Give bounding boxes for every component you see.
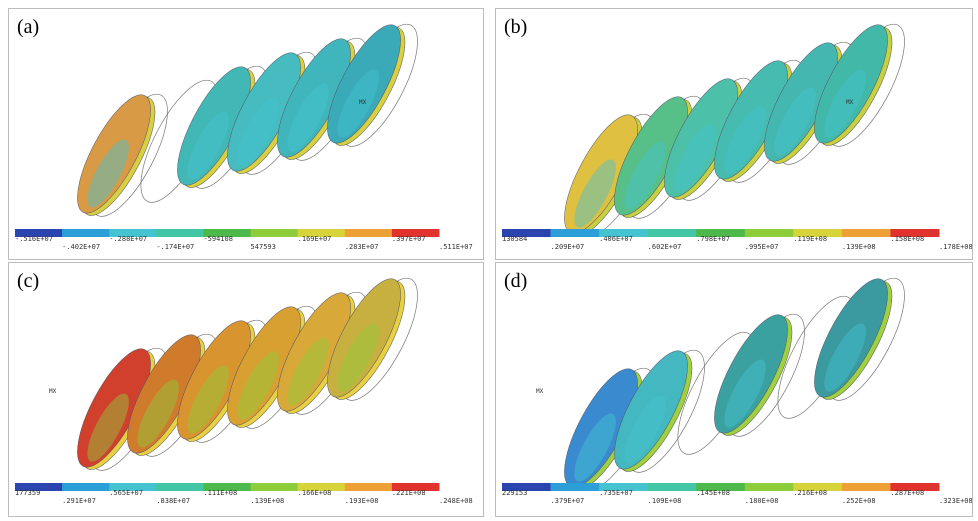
- panel: (c) MX 177359 .291E+07 .565E+07 .838E+07 .111E…: [8, 262, 484, 517]
- legend-label: .995E+07: [745, 243, 779, 251]
- legend-swatch: [251, 483, 299, 491]
- legend-label: 229153: [502, 489, 527, 497]
- legend-swatch: [62, 483, 110, 491]
- legend-label: .248E+08: [439, 497, 473, 505]
- legend-label: .379E+07: [551, 497, 585, 505]
- legend-label: .109E+08: [648, 497, 682, 505]
- legend-label: -.174E+07: [156, 243, 194, 251]
- panel-canvas: (d) MX 229153 .379E+07 .735E+07 .109E+08 .145E…: [496, 263, 972, 516]
- figure: (a) MX -.516E+07 -.402E+07 -.288E+07 -.174E+0…: [0, 0, 978, 521]
- legend-label: -594108: [203, 235, 233, 243]
- legend-label: .193E+08: [345, 497, 379, 505]
- legend-label: .145E+08: [696, 489, 730, 497]
- legend-label: .216E+08: [793, 489, 827, 497]
- max-marker: MX: [359, 99, 367, 106]
- disk: [701, 298, 820, 450]
- legend-swatch: [551, 229, 600, 237]
- legend-swatch: [156, 229, 204, 237]
- legend-label: .735E+07: [599, 489, 633, 497]
- legend-label: .178E+08: [939, 243, 972, 251]
- panel: (b) MX 130584 .209E+07 .406E+07 .602E+07 .798E…: [495, 8, 973, 260]
- legend-label: .209E+07: [551, 243, 585, 251]
- panel-label: (d): [504, 270, 527, 292]
- panel: (a) MX -.516E+07 -.402E+07 -.288E+07 -.174E+0…: [8, 8, 484, 260]
- legend-swatch: [345, 229, 393, 237]
- legend-swatch: [345, 483, 393, 491]
- legend-label: -.288E+07: [109, 235, 147, 243]
- legend-label: .798E+07: [696, 235, 730, 243]
- legend-label: .252E+08: [842, 497, 876, 505]
- legend-label: -.402E+07: [62, 243, 100, 251]
- legend-label: .406E+07: [599, 235, 633, 243]
- panel-canvas: (b) MX 130584 .209E+07 .406E+07 .602E+07 .798E…: [496, 9, 972, 259]
- disk: [801, 263, 920, 414]
- legend-swatch: [62, 229, 110, 237]
- legend-label: .291E+07: [62, 497, 96, 505]
- panel-label: (a): [17, 16, 39, 38]
- disk: [64, 78, 183, 230]
- legend-label: .180E+08: [745, 497, 779, 505]
- legend-label: .111E+08: [203, 489, 237, 497]
- legend-label: .323E+08: [939, 497, 972, 505]
- panel-canvas: (c) MX 177359 .291E+07 .565E+07 .838E+07 .111E…: [9, 263, 483, 516]
- legend-label: 177359: [15, 489, 40, 497]
- legend-label: .511E+07: [439, 243, 473, 251]
- legend-label: .119E+08: [793, 235, 827, 243]
- legend-swatch: [842, 229, 891, 237]
- panel-label: (c): [17, 270, 39, 292]
- legend-label: .221E+08: [392, 489, 426, 497]
- legend-swatch: [842, 483, 891, 491]
- legend-swatch: [648, 483, 697, 491]
- legend-swatch: [156, 483, 204, 491]
- legend-label: .602E+07: [648, 243, 682, 251]
- legend-label: .397E+07: [392, 235, 426, 243]
- legend-label: .166E+08: [298, 489, 332, 497]
- panel: (d) MX 229153 .379E+07 .735E+07 .109E+08 .145E…: [495, 262, 973, 517]
- legend-label: 547593: [251, 243, 276, 251]
- legend-label: .283E+07: [345, 243, 379, 251]
- panel-label: (b): [504, 16, 527, 38]
- legend-swatch: [745, 483, 794, 491]
- legend-swatch: [551, 483, 600, 491]
- legend-label: 130584: [502, 235, 527, 243]
- legend-label: .287E+08: [890, 489, 924, 497]
- panel-canvas: (a) MX -.516E+07 -.402E+07 -.288E+07 -.174E+0…: [9, 9, 483, 259]
- legend-swatch: [648, 229, 697, 237]
- legend-label: .565E+07: [109, 489, 143, 497]
- legend-label: .169E+07: [298, 235, 332, 243]
- legend-label: .838E+07: [156, 497, 190, 505]
- legend-label: .158E+08: [890, 235, 924, 243]
- max-marker: MX: [49, 388, 57, 395]
- legend-label: .139E+08: [842, 243, 876, 251]
- legend-label: .139E+08: [251, 497, 285, 505]
- legend-label: -.516E+07: [15, 235, 53, 243]
- legend-swatch: [251, 229, 299, 237]
- max-marker: MX: [846, 99, 854, 106]
- max-marker: MX: [536, 388, 544, 395]
- legend-swatch: [745, 229, 794, 237]
